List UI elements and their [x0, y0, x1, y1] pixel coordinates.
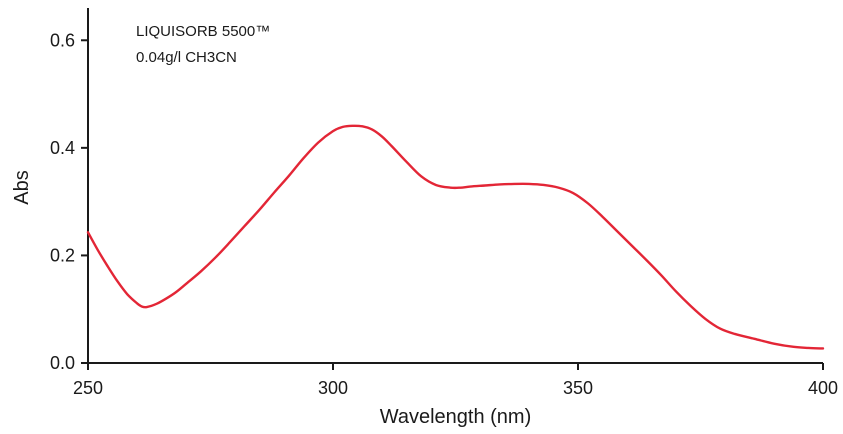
x-axis-title: Wavelength (nm)	[380, 406, 532, 428]
tick-labels: 250 300 350 400 0.0 0.2 0.4 0.6	[50, 30, 838, 398]
y-tick-label: 0.2	[50, 245, 75, 265]
x-tick-label: 250	[73, 378, 103, 398]
y-tick-label: 0.6	[50, 30, 75, 50]
chart-annotation-concentration: 0.04g/l CH3CN	[136, 49, 237, 66]
y-tick-label: 0.0	[50, 353, 75, 373]
y-axis-title: Abs	[11, 170, 33, 204]
ticks	[81, 39, 824, 370]
axes	[87, 8, 823, 364]
x-tick-label: 350	[563, 378, 593, 398]
y-tick-label: 0.4	[50, 138, 75, 158]
x-tick-label: 400	[808, 378, 838, 398]
x-tick-label: 300	[318, 378, 348, 398]
chart-annotation-product: LIQUISORB 5500™	[136, 23, 270, 40]
series-layer	[86, 124, 825, 350]
absorbance-series-line	[86, 124, 825, 350]
